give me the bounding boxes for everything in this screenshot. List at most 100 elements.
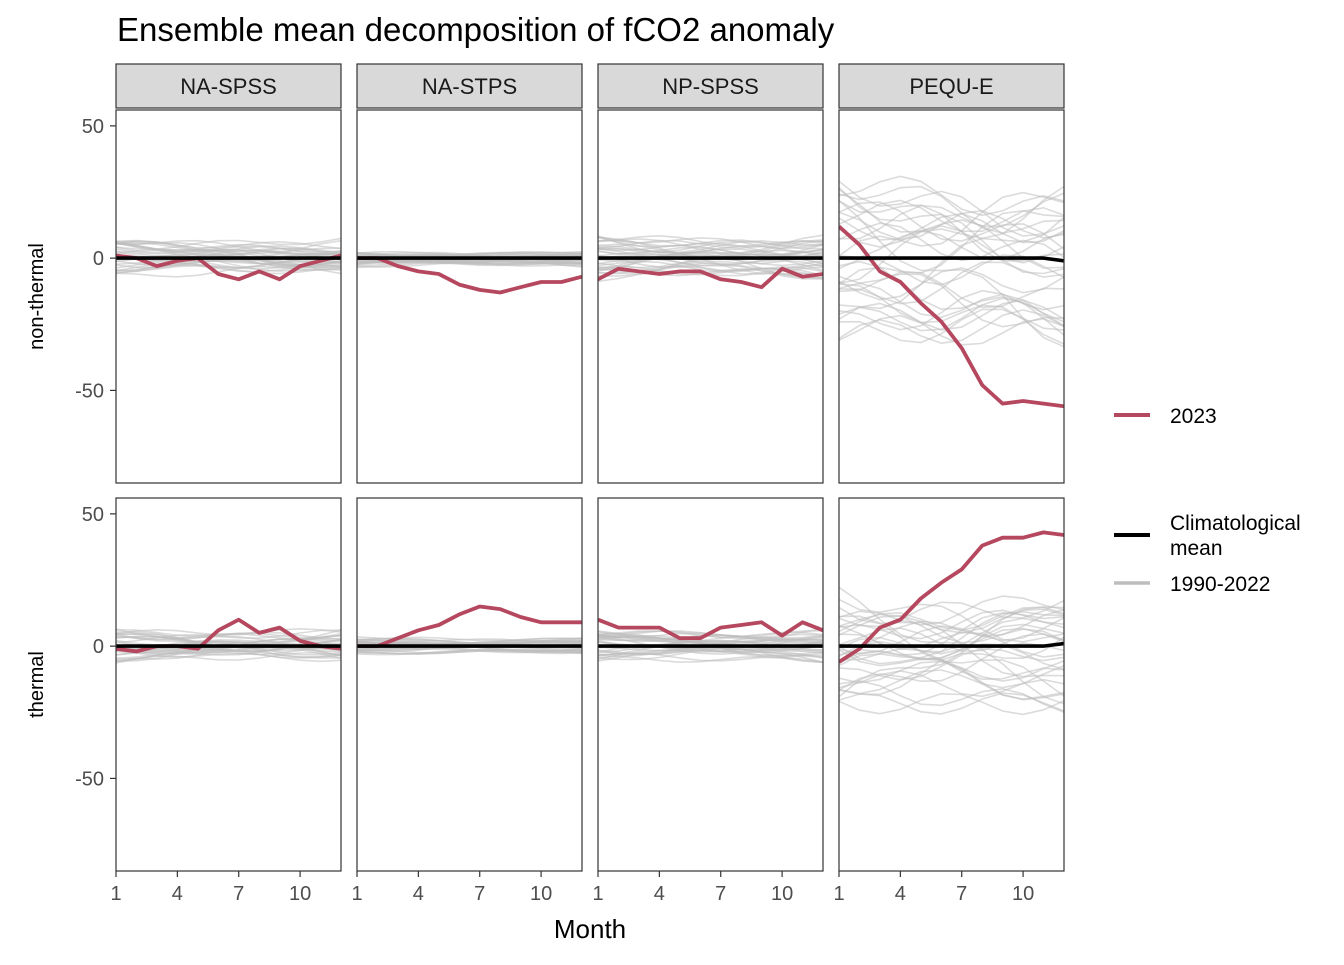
line-1990-2022 <box>839 611 1064 657</box>
panel-non-thermal-na-stps <box>356 109 583 484</box>
line-1990-2022 <box>839 199 1064 232</box>
line-1990-2022 <box>839 608 1064 649</box>
facet-strip-pequ-e: PEQU-E <box>838 63 1065 109</box>
line-1990-2022 <box>116 264 341 275</box>
line-1990-2022 <box>839 225 1064 264</box>
panel-background <box>598 498 823 871</box>
line-1990-2022 <box>598 254 823 280</box>
x-tick-label: 1 <box>833 883 844 905</box>
facet-grid: NA-SPSS NA-STPS NP-SPSS PEQU-E non-thermal th… <box>26 63 1065 905</box>
line-1990-2022 <box>839 175 1064 217</box>
line-1990-2022 <box>839 692 1064 715</box>
y-tick-label: 50 <box>82 116 104 138</box>
panel-background <box>116 498 341 871</box>
panel-thermal-na-spss <box>115 497 342 872</box>
x-tick-label: 10 <box>1012 883 1034 905</box>
line-1990-2022 <box>116 237 341 251</box>
line-2023 <box>357 604 582 648</box>
x-tick-label: 4 <box>413 883 424 905</box>
line-1990-2022 <box>116 629 341 644</box>
line-2023 <box>839 224 1064 409</box>
panel-thermal-na-stps <box>356 497 583 872</box>
legend-item-1990-2022: 1990-2022 <box>1114 573 1270 596</box>
line-1990-2022 <box>839 299 1064 331</box>
line-1990-2022 <box>839 642 1064 691</box>
line-1990-2022 <box>839 599 1064 628</box>
legend-item-2023: 2023 <box>1114 405 1217 428</box>
panel-background <box>116 110 341 483</box>
facet-strip-na-stps: NA-STPS <box>356 63 583 109</box>
panel-border <box>597 497 824 872</box>
line-1990-2022 <box>116 240 341 257</box>
line-1990-2022 <box>839 598 1064 643</box>
x-tick-label: 7 <box>956 883 967 905</box>
line-2023 <box>598 617 823 641</box>
panel-border <box>356 109 583 484</box>
row-title-thermal: thermal <box>26 651 48 718</box>
line-1990-2022 <box>839 192 1064 240</box>
panel-non-thermal-pequ-e <box>838 109 1065 484</box>
x-tick-label: 10 <box>771 883 793 905</box>
y-tick-label: 0 <box>93 636 104 658</box>
line-1990-2022 <box>357 647 582 656</box>
line-1990-2022 <box>598 652 823 663</box>
panel-thermal-pequ-e <box>838 497 1065 872</box>
line-1990-2022 <box>598 240 823 254</box>
facet-strip-label: NA-SPSS <box>180 74 277 99</box>
line-1990-2022 <box>839 180 1064 237</box>
line-1990-2022 <box>839 606 1064 633</box>
x-tick-label: 7 <box>715 883 726 905</box>
line-1990-2022 <box>839 615 1064 697</box>
row-title-non-thermal: non-thermal <box>26 243 48 350</box>
x-tick-label: 4 <box>172 883 183 905</box>
panel-border <box>838 109 1065 484</box>
legend: 2023 Climatological mean 1990-2022 <box>1114 405 1301 596</box>
line-1990-2022 <box>116 248 341 257</box>
x-tick-label: 10 <box>530 883 552 905</box>
y-tick-label: 0 <box>93 248 104 270</box>
line-1990-2022 <box>839 261 1064 305</box>
x-tick-label: 1 <box>592 883 603 905</box>
panel-border <box>597 109 824 484</box>
legend-label: 1990-2022 <box>1170 573 1270 596</box>
panel-background <box>357 110 582 483</box>
facet-strip-label: NP-SPSS <box>662 74 759 99</box>
facet-strip-na-spss: NA-SPSS <box>115 63 342 109</box>
line-1990-2022 <box>839 664 1064 695</box>
line-1990-2022 <box>839 647 1064 681</box>
line-1990-2022 <box>839 608 1064 636</box>
x-tick-label: 4 <box>895 883 906 905</box>
panel-border <box>838 497 1065 872</box>
panel-non-thermal-np-spss <box>597 109 824 484</box>
line-1990-2022 <box>116 627 341 636</box>
y-tick-label: -50 <box>75 380 104 402</box>
line-1990-2022 <box>116 265 341 278</box>
line-1990-2022 <box>839 586 1064 705</box>
line-1990-2022 <box>839 595 1064 626</box>
panel-border <box>115 109 342 484</box>
line-2023 <box>116 253 341 282</box>
y-tick-label: -50 <box>75 768 104 790</box>
x-tick-label: 10 <box>289 883 311 905</box>
facet-strip-label: NA-STPS <box>422 74 517 99</box>
line-1990-2022 <box>839 271 1064 309</box>
line-1990-2022 <box>839 645 1064 701</box>
panel-border <box>356 497 583 872</box>
panel-non-thermal-na-spss <box>115 109 342 484</box>
x-tick-label: 4 <box>654 883 665 905</box>
line-climatological-mean <box>839 256 1064 263</box>
panel-background <box>598 110 823 483</box>
line-1990-2022 <box>839 627 1064 655</box>
line-2023 <box>598 266 823 290</box>
line-1990-2022 <box>839 606 1064 698</box>
line-1990-2022 <box>598 236 823 250</box>
line-1990-2022 <box>598 250 823 277</box>
line-1990-2022 <box>598 234 823 248</box>
legend-label: Climatological mean <box>1170 512 1301 560</box>
line-1990-2022 <box>839 636 1064 696</box>
line-1990-2022 <box>116 648 341 658</box>
line-1990-2022 <box>116 632 341 641</box>
legend-label: 2023 <box>1170 405 1217 428</box>
facet-strip-np-spss: NP-SPSS <box>597 63 824 109</box>
